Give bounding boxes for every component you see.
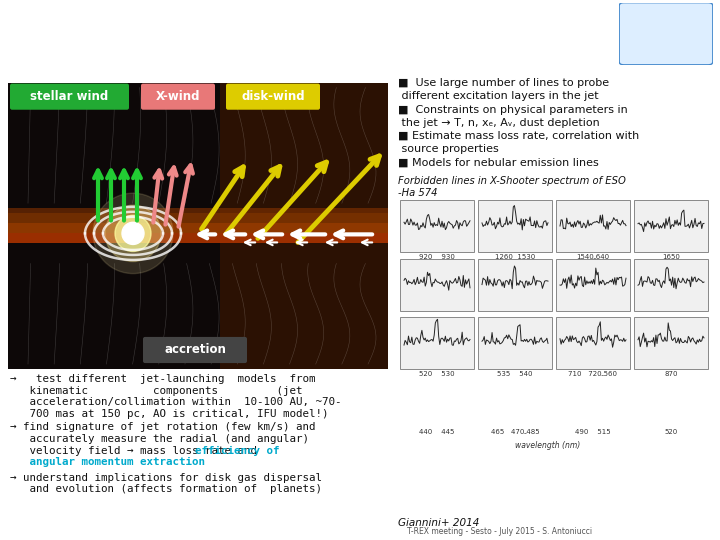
Text: disk-wind: disk-wind (241, 90, 305, 103)
FancyBboxPatch shape (478, 317, 552, 369)
FancyBboxPatch shape (400, 259, 474, 311)
Text: Excitation and dynamics of winds/jets: Excitation and dynamics of winds/jets (16, 22, 579, 48)
Text: different excitation layers in the jet: different excitation layers in the jet (398, 91, 598, 100)
Text: ■  Constraints on physical parameters in: ■ Constraints on physical parameters in (398, 105, 628, 114)
Text: 870: 870 (665, 371, 678, 377)
Text: → understand implications for disk gas dispersal: → understand implications for disk gas d… (10, 472, 322, 483)
Text: acceleration/collimation within  10-100 AU, ~70-: acceleration/collimation within 10-100 A… (10, 397, 341, 407)
FancyBboxPatch shape (478, 200, 552, 253)
Text: →   test different  jet-launching  models  from: → test different jet-launching models fr… (10, 374, 315, 384)
FancyBboxPatch shape (478, 259, 552, 311)
Text: ■ Estimate mass loss rate, correlation with: ■ Estimate mass loss rate, correlation w… (398, 131, 639, 141)
Circle shape (105, 205, 161, 261)
FancyBboxPatch shape (634, 317, 708, 369)
Text: source properties: source properties (398, 144, 499, 154)
Bar (8, 208, 388, 233)
FancyBboxPatch shape (556, 200, 630, 253)
Text: Giannini+ 2014: Giannini+ 2014 (398, 518, 480, 528)
Text: the jet → T, n, xₑ, Aᵥ, dust depletion: the jet → T, n, xₑ, Aᵥ, dust depletion (398, 118, 600, 128)
Bar (220, 83, 388, 369)
Text: 710   720ـ560: 710 720ـ560 (569, 371, 618, 377)
Text: stellar wind: stellar wind (30, 90, 108, 103)
Text: and evolution (affects formation of  planets): and evolution (affects formation of plan… (10, 484, 322, 494)
Text: ■ Models for nebular emission lines: ■ Models for nebular emission lines (398, 158, 599, 168)
Text: 535    540: 535 540 (498, 371, 533, 377)
Text: accretion: accretion (164, 343, 226, 356)
Text: → find signature of jet rotation (few km/s) and: → find signature of jet rotation (few km… (10, 422, 315, 433)
Text: ■  Use large number of lines to probe: ■ Use large number of lines to probe (398, 78, 609, 87)
Text: JEDI: JEDI (657, 29, 675, 38)
FancyBboxPatch shape (10, 84, 129, 110)
Bar (8, 224, 388, 233)
Text: 920    930: 920 930 (419, 254, 455, 260)
FancyBboxPatch shape (226, 84, 320, 110)
FancyBboxPatch shape (619, 3, 713, 65)
Text: 465   470ـ485: 465 470ـ485 (491, 429, 539, 435)
Text: X-wind: X-wind (156, 90, 200, 103)
Circle shape (93, 193, 173, 274)
Text: Forbidden lines in X-Shooter spectrum of ESO
-Ha 574: Forbidden lines in X-Shooter spectrum of… (398, 176, 626, 199)
Text: accurately measure the radial (and angular): accurately measure the radial (and angul… (10, 434, 309, 444)
FancyBboxPatch shape (634, 200, 708, 253)
Circle shape (122, 222, 144, 245)
FancyBboxPatch shape (8, 83, 388, 369)
Text: T-REX meeting - Sesto - July 2015 - S. Antoniucci: T-REX meeting - Sesto - July 2015 - S. A… (408, 527, 593, 536)
Bar (8, 233, 388, 244)
Text: kinematic          components         (jet: kinematic components (jet (10, 386, 302, 396)
Circle shape (115, 215, 151, 252)
FancyBboxPatch shape (400, 200, 474, 253)
Text: 440    445: 440 445 (419, 429, 455, 435)
Text: wavelength (nm): wavelength (nm) (516, 442, 580, 450)
FancyBboxPatch shape (556, 317, 630, 369)
Text: 1540ـ640: 1540ـ640 (577, 254, 610, 260)
Text: velocity field → mass loss rate and: velocity field → mass loss rate and (10, 446, 264, 456)
Text: 1650: 1650 (662, 254, 680, 260)
FancyBboxPatch shape (143, 337, 247, 363)
Text: efficiency of: efficiency of (195, 446, 280, 456)
Text: 520    530: 520 530 (419, 371, 455, 377)
Text: 1260  1530: 1260 1530 (495, 254, 535, 260)
FancyBboxPatch shape (141, 84, 215, 110)
Text: angular momentum extraction: angular momentum extraction (10, 457, 205, 467)
FancyBboxPatch shape (400, 317, 474, 369)
Text: 490    515: 490 515 (575, 429, 611, 435)
FancyBboxPatch shape (556, 259, 630, 311)
Text: 700 mas at 150 pc, AO is critical, IFU model!): 700 mas at 150 pc, AO is critical, IFU m… (10, 409, 328, 419)
Text: 520: 520 (665, 429, 678, 435)
Bar (8, 213, 388, 224)
FancyBboxPatch shape (634, 259, 708, 311)
